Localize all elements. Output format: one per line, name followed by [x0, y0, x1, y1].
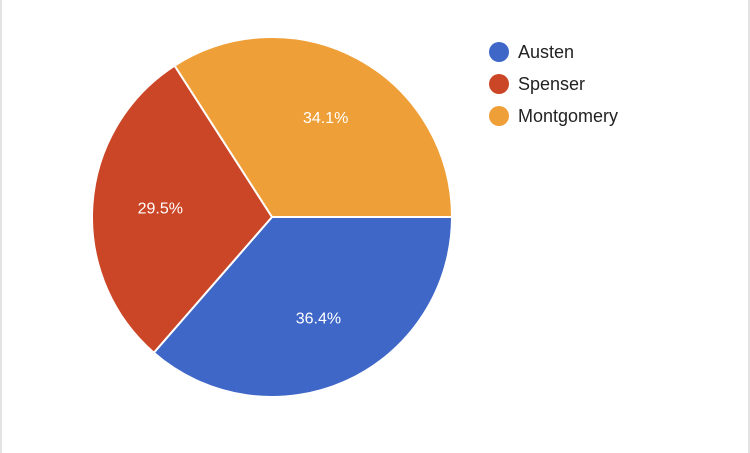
pie-slice-austen[interactable] [152, 216, 453, 398]
legend-swatch [489, 74, 509, 94]
pie-data-labels: 36.4% 29.5% 34.1% [138, 110, 349, 327]
pie-slice-spenser[interactable] [91, 64, 273, 354]
frame-edge-left [0, 0, 2, 453]
legend-item-spenser[interactable]: Spenser [489, 68, 618, 100]
legend-swatch [489, 42, 509, 62]
legend-label: Montgomery [518, 105, 619, 126]
data-label-austen: 36.4% [296, 310, 341, 327]
legend-label: Austen [518, 41, 575, 62]
frame-edge-right [748, 0, 750, 453]
legend-item-montgomery[interactable]: Montgomery [489, 100, 618, 132]
legend-label: Spenser [518, 73, 586, 94]
legend-swatch [489, 106, 509, 126]
chart-legend: Austen Spenser Montgomery [489, 36, 618, 132]
data-label-spenser: 29.5% [138, 200, 183, 217]
pie-slice-montgomery[interactable] [173, 36, 453, 218]
legend-item-austen[interactable]: Austen [489, 36, 618, 68]
pie-slices [91, 36, 453, 398]
data-label-montgomery: 34.1% [303, 110, 348, 127]
